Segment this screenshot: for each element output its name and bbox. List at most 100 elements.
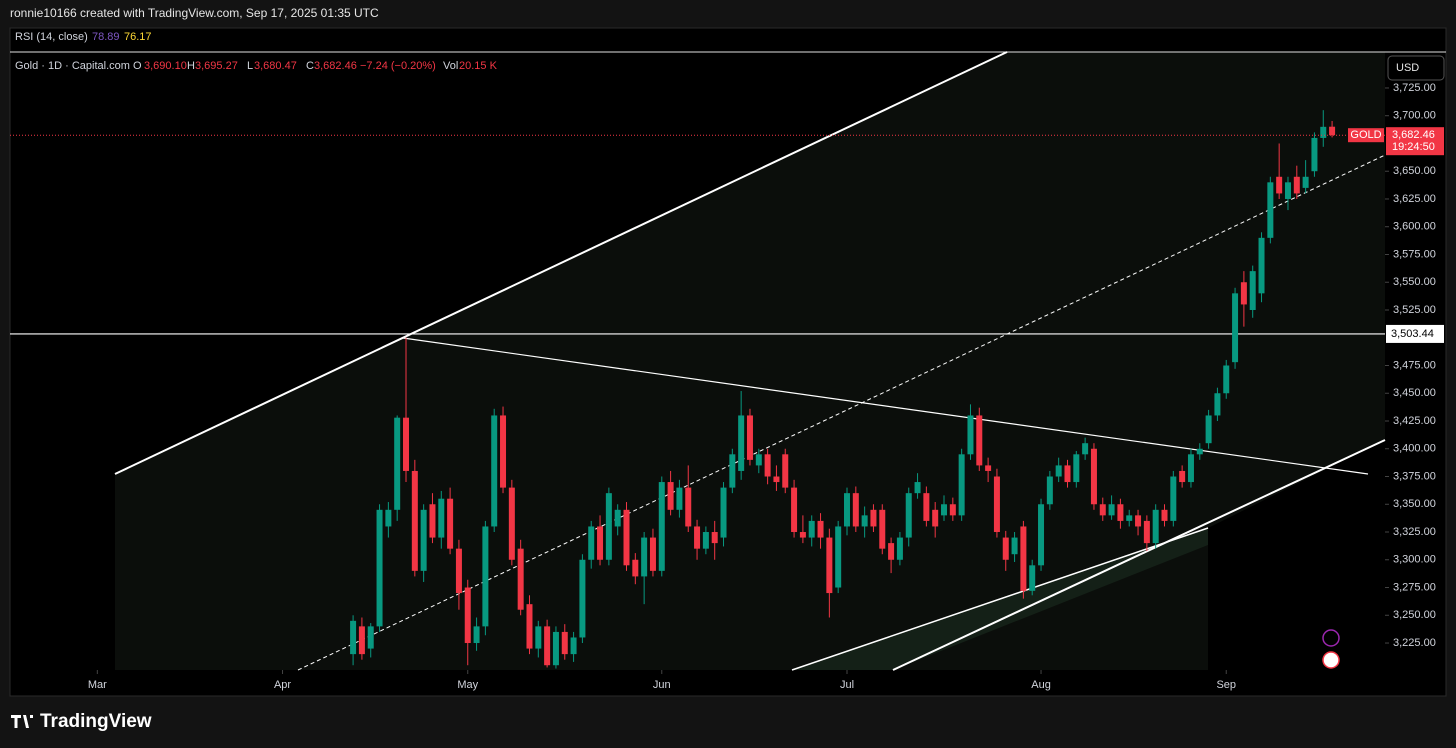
candle-body [482,526,489,627]
candle-body [941,504,948,516]
candle-body [1126,515,1133,521]
candle-body [888,543,895,560]
trend-line [791,527,1209,671]
currency-button[interactable] [1387,55,1445,81]
candle-body [1179,470,1186,483]
candle-body [729,454,736,488]
candle-body [403,417,410,471]
candle-body [755,454,762,466]
currency[interactable]: USD [1396,62,1419,74]
y-tick-label: 3,425.00 [1393,415,1436,427]
candle-body [649,537,656,571]
x-tick-label: Jul [840,679,854,691]
candle-body [676,487,683,510]
candle-body [438,498,445,538]
symbol-tag-label: GOLD [1350,129,1381,141]
candle-body [394,417,401,510]
candle-body [429,504,436,538]
candle-body [1240,282,1247,305]
candle-body [614,509,621,527]
candle-body [473,626,480,644]
x-tick-label: May [457,679,478,691]
candle-body [923,493,930,521]
trend-line [892,439,1386,671]
price-tag [1386,127,1444,156]
ohlc-key: H [187,60,195,72]
credit: ronnie10166 created with TradingView.com… [10,6,379,20]
y-tick-label: 3,700.00 [1393,110,1436,122]
candle-body [702,532,709,549]
candle-body [993,476,1000,533]
ohlc-value: 3,690.10 [144,60,187,72]
candle-body [579,559,586,638]
trend-line [114,51,1008,475]
level-tag [1386,324,1444,343]
candle-body [1320,126,1327,138]
candle-body [782,454,789,488]
candle-body [949,504,956,516]
flag-icon[interactable] [1322,651,1340,669]
candle-body [1170,476,1177,521]
candle-body [570,637,577,655]
candle-body [508,487,515,560]
candle-body [500,415,507,488]
candle-body [720,487,727,538]
candle-body [544,626,551,666]
candle-body [1232,293,1239,363]
candle-body [1011,537,1018,555]
y-tick-label: 3,450.00 [1393,387,1436,399]
y-tick-label: 3,350.00 [1393,498,1436,510]
brand-logo [11,715,33,728]
symbol-name: Gold · 1D · Capital.com [15,60,130,72]
candle-body [773,476,780,483]
candle-body [1143,520,1150,544]
candle-body [411,470,418,571]
candle-body [1029,565,1036,591]
y-tick-label: 3,300.00 [1393,554,1436,566]
candle-body [1055,465,1062,477]
candle-body [517,548,524,610]
candle-body [1214,393,1221,416]
candle-body [1152,509,1159,544]
candle-body [799,532,806,538]
candle-body [685,487,692,527]
level-tag-label: 3,503.44 [1391,328,1434,340]
candle-body [464,587,471,644]
indicator-value: 76.17 [124,31,152,43]
candle-body [1108,504,1115,516]
candle-body [1038,504,1045,566]
drawings [114,51,1386,671]
countdown-label: 19:24:50 [1392,141,1435,153]
brand: TradingView [40,711,152,732]
candle-body [1249,271,1256,310]
candle-body [1196,448,1203,455]
candle-body [826,537,833,594]
vol-key: Vol [443,60,458,72]
candle-body [1276,176,1283,194]
candle-body [879,509,886,549]
candle-body [605,493,612,560]
candle-body [535,626,542,649]
y-tick-label: 3,550.00 [1393,276,1436,288]
candle-body [711,532,718,544]
candle-body [561,631,568,655]
candle-body [905,493,912,538]
candle-body [1161,509,1168,521]
ohlc-value: 3,695.27 [195,60,238,72]
candle-body [746,415,753,460]
candle-body [1329,126,1336,136]
x-tick-label: Mar [88,679,107,691]
candle-body [896,537,903,560]
candle-body [738,415,745,471]
candle-body [641,537,648,577]
indicator-name: RSI (14, close) [15,31,88,43]
alert-icon[interactable] [1322,629,1340,647]
candle-body [967,415,974,455]
candle-body [1258,237,1265,294]
y-tick-label: 3,625.00 [1393,193,1436,205]
candle-body [588,526,595,560]
y-tick-label: 3,600.00 [1393,221,1436,233]
y-tick-label: 3,475.00 [1393,359,1436,371]
candle-body [1020,526,1027,591]
